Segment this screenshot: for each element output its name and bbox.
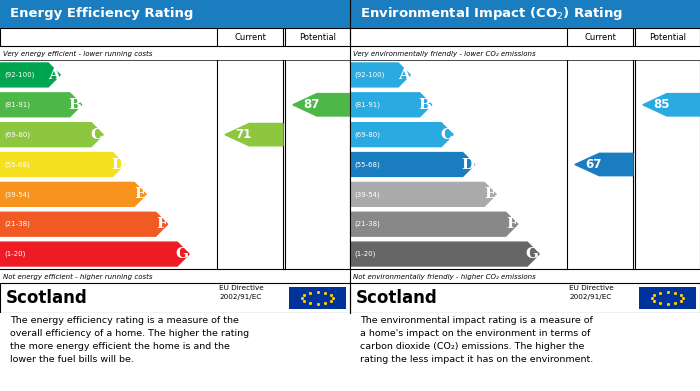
Text: F: F [156, 217, 167, 231]
FancyArrow shape [350, 93, 432, 117]
Text: (81-91): (81-91) [354, 102, 380, 108]
Text: (1-20): (1-20) [354, 251, 375, 257]
FancyArrow shape [225, 124, 283, 146]
Text: Current: Current [584, 32, 616, 41]
FancyArrow shape [0, 63, 60, 87]
Bar [350, 28, 700, 46]
Bar [639, 287, 696, 309]
Text: Potential: Potential [299, 32, 336, 41]
FancyArrow shape [643, 93, 700, 116]
Text: 67: 67 [585, 158, 602, 171]
FancyArrow shape [350, 63, 410, 87]
Text: (55-68): (55-68) [354, 161, 379, 168]
Text: Current: Current [234, 32, 266, 41]
Text: (55-68): (55-68) [4, 161, 29, 168]
FancyArrow shape [293, 93, 350, 116]
Bar [289, 287, 346, 309]
FancyArrow shape [0, 183, 146, 206]
Text: F: F [506, 217, 517, 231]
Bar [350, 283, 700, 313]
Text: B: B [68, 98, 81, 112]
FancyArrow shape [0, 152, 125, 176]
Text: D: D [461, 158, 474, 172]
Text: (21-38): (21-38) [4, 221, 30, 228]
Text: Scotland: Scotland [356, 289, 438, 307]
Text: (81-91): (81-91) [4, 102, 30, 108]
Text: Potential: Potential [649, 32, 686, 41]
Text: Not energy efficient - higher running costs: Not energy efficient - higher running co… [3, 274, 153, 280]
Text: Very energy efficient - lower running costs: Very energy efficient - lower running co… [3, 51, 153, 57]
Text: Energy Efficiency Rating: Energy Efficiency Rating [10, 7, 194, 20]
Text: A: A [48, 68, 60, 82]
Text: C: C [90, 127, 103, 142]
Text: (69-80): (69-80) [354, 131, 380, 138]
FancyArrow shape [0, 242, 189, 266]
FancyArrow shape [350, 212, 518, 236]
Text: Environmental Impact (CO$_2$) Rating: Environmental Impact (CO$_2$) Rating [360, 5, 624, 23]
Text: (1-20): (1-20) [4, 251, 25, 257]
FancyArrow shape [575, 153, 633, 176]
Text: G: G [526, 247, 538, 261]
Text: 85: 85 [653, 98, 670, 111]
Text: G: G [176, 247, 188, 261]
Bar [0, 28, 350, 46]
FancyArrow shape [350, 152, 475, 176]
Text: The environmental impact rating is a measure of
a home's impact on the environme: The environmental impact rating is a mea… [360, 316, 594, 364]
Text: (39-54): (39-54) [4, 191, 29, 197]
Text: Scotland: Scotland [6, 289, 88, 307]
Text: Very environmentally friendly - lower CO₂ emissions: Very environmentally friendly - lower CO… [353, 51, 536, 57]
Text: EU Directive
2002/91/EC: EU Directive 2002/91/EC [219, 285, 264, 300]
FancyArrow shape [350, 183, 496, 206]
FancyArrow shape [350, 123, 453, 147]
Bar [0, 283, 350, 313]
Text: (39-54): (39-54) [354, 191, 379, 197]
Text: B: B [418, 98, 431, 112]
Text: C: C [440, 127, 453, 142]
Text: 87: 87 [303, 98, 319, 111]
Text: (92-100): (92-100) [4, 72, 34, 78]
Text: A: A [398, 68, 410, 82]
Text: E: E [134, 187, 146, 201]
FancyArrow shape [0, 93, 82, 117]
Text: (69-80): (69-80) [4, 131, 30, 138]
Text: E: E [484, 187, 496, 201]
Text: EU Directive
2002/91/EC: EU Directive 2002/91/EC [569, 285, 614, 300]
FancyArrow shape [350, 242, 539, 266]
FancyArrow shape [0, 212, 168, 236]
Text: (92-100): (92-100) [354, 72, 384, 78]
Text: (21-38): (21-38) [354, 221, 380, 228]
Text: The energy efficiency rating is a measure of the
overall efficiency of a home. T: The energy efficiency rating is a measur… [10, 316, 249, 364]
Text: 71: 71 [236, 128, 252, 141]
Text: D: D [111, 158, 124, 172]
FancyArrow shape [0, 123, 103, 147]
Text: Not environmentally friendly - higher CO₂ emissions: Not environmentally friendly - higher CO… [353, 274, 536, 280]
